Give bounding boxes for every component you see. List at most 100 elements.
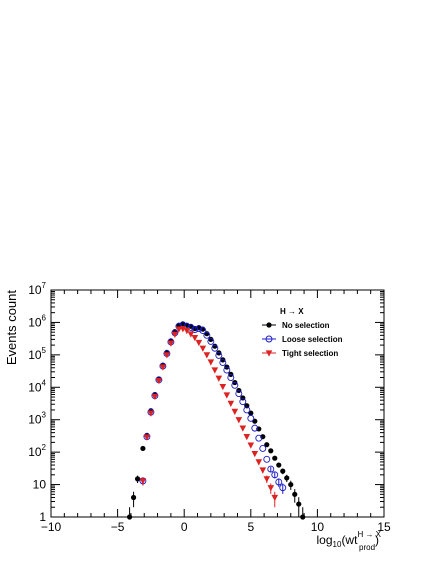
y-tick-label: 1 [39, 510, 46, 524]
data-point [171, 331, 179, 338]
plot-frame-box [50, 289, 385, 518]
y-tick-label: 107 [28, 281, 46, 297]
data-point [265, 335, 273, 343]
series-tight-selection [139, 326, 279, 508]
data-point [191, 334, 199, 342]
data-point [203, 331, 211, 339]
x-tick-label: −5 [111, 520, 125, 534]
legend-header: H → X [280, 307, 304, 316]
data-point [207, 359, 215, 366]
data-point [275, 478, 283, 486]
x-label-close: ) [375, 533, 379, 547]
data-point [212, 343, 218, 349]
data-point [159, 364, 167, 371]
data-point [231, 381, 239, 389]
x-label-sup: H → X [357, 530, 381, 539]
data-point [187, 331, 195, 338]
y-axis-label: Events count [4, 290, 19, 366]
data-point [175, 326, 183, 333]
data-point [219, 383, 227, 391]
data-point [143, 434, 151, 441]
data-point [243, 434, 251, 441]
data-point [280, 468, 286, 474]
data-point [183, 327, 191, 335]
data-point [231, 408, 239, 416]
data-point [179, 326, 187, 333]
data-point [288, 481, 294, 488]
data-point [130, 494, 137, 501]
tick-labels: −10 −5 0 5 10 15 1 10 102 103 104 105 106 107 [28, 281, 391, 534]
data-point [199, 345, 207, 352]
legend-entry-label: Tight selection [282, 349, 338, 358]
data-point [211, 367, 219, 374]
data-point [216, 350, 222, 356]
data-point [167, 340, 175, 347]
x-tick-label: 10 [311, 520, 325, 534]
data-point [259, 467, 267, 474]
data-point [163, 352, 171, 359]
data-point [268, 448, 274, 454]
data-point [266, 322, 272, 328]
data-point [215, 375, 223, 382]
x-label-prefix: log [317, 533, 333, 547]
data-point [271, 494, 279, 502]
data-point [252, 418, 258, 424]
x-tick-label: 15 [377, 520, 391, 534]
data-point [251, 424, 259, 432]
data-point [227, 374, 235, 381]
legend-entry-label: Loose selection [282, 335, 343, 344]
data-point [147, 410, 155, 417]
data-point [264, 442, 270, 448]
data-point [219, 359, 227, 366]
data-point [223, 366, 231, 374]
data-point [211, 344, 219, 352]
data-point [263, 455, 271, 463]
y-tick-label: 10 [33, 478, 47, 492]
data-point [247, 442, 255, 449]
data-point [276, 462, 282, 468]
data-point [296, 501, 302, 507]
data-point [248, 410, 254, 416]
data-point [239, 398, 247, 406]
data-point [195, 325, 203, 333]
data-point [263, 476, 271, 483]
legend-entry-label: No selection [282, 321, 330, 330]
data-point [271, 471, 279, 479]
data-point [247, 414, 255, 422]
data-point [191, 326, 199, 334]
data-point [187, 324, 195, 331]
data-point [292, 491, 298, 497]
data-point [126, 514, 133, 520]
x-tick-label: −10 [41, 520, 62, 534]
x-label-open: (wt [341, 533, 358, 547]
y-tick-label: 106 [28, 313, 46, 329]
x-tick-label: 0 [181, 520, 188, 534]
x-label-sub2: prod [359, 543, 375, 552]
data-point [207, 337, 215, 345]
data-point [259, 444, 267, 452]
data-point [267, 465, 275, 473]
data-point [284, 475, 290, 481]
data-point [155, 378, 163, 385]
x-label-sub: 10 [333, 540, 342, 549]
data-point [227, 400, 235, 407]
x-tick-label: 5 [247, 520, 254, 534]
legend: H → X No selection Loose selection Tight s… [262, 307, 343, 358]
data-point [239, 425, 247, 432]
x-axis-label: log10(wtH → X prod) [317, 530, 382, 552]
data-point [255, 459, 263, 466]
data-point [272, 455, 278, 461]
data-point [243, 406, 251, 414]
data-point [251, 450, 259, 458]
axis-ticks [50, 289, 385, 518]
data-point [265, 350, 273, 357]
data-point [300, 514, 306, 520]
data-point [134, 476, 141, 482]
data-point [235, 390, 243, 398]
data-point [215, 351, 223, 359]
y-tick-label: 105 [28, 346, 46, 362]
y-tick-label: 104 [28, 378, 46, 394]
data-point [151, 393, 159, 401]
data-point [208, 336, 214, 342]
